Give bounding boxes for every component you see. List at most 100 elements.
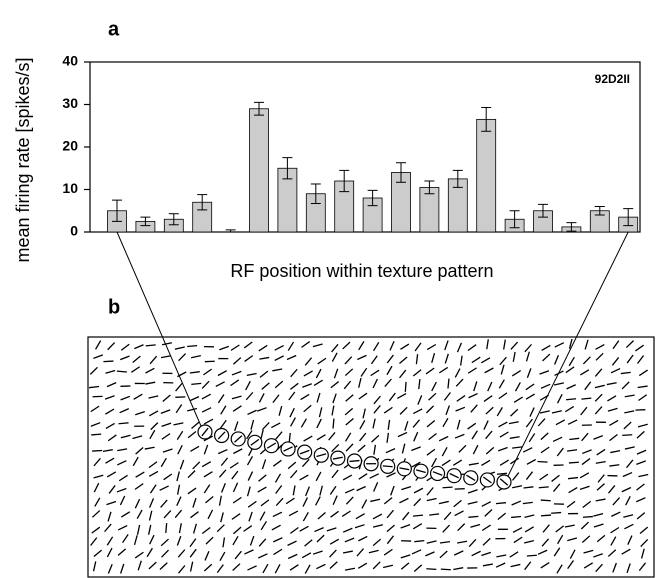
texture-element <box>120 355 130 361</box>
texture-element <box>134 344 144 350</box>
texture-element <box>526 554 537 557</box>
texture-element <box>485 446 495 455</box>
y-tick-label: 10 <box>62 180 78 196</box>
texture-element <box>105 457 115 464</box>
texture-element <box>272 511 283 518</box>
texture-element <box>133 535 138 546</box>
texture-element <box>247 500 257 508</box>
texture-element <box>285 497 295 505</box>
texture-element <box>160 499 168 508</box>
texture-element <box>135 471 145 478</box>
texture-element <box>119 495 126 506</box>
texture-element <box>290 417 296 427</box>
texture-element <box>149 534 155 545</box>
texture-element <box>134 498 141 509</box>
texture-element <box>203 444 209 455</box>
texture-element <box>498 379 505 389</box>
texture-element <box>231 513 241 520</box>
texture-element <box>510 341 519 350</box>
texture-element <box>499 459 509 466</box>
texture-element <box>413 431 419 442</box>
texture-element <box>315 496 321 506</box>
texture-element <box>360 367 368 377</box>
texture-element <box>362 408 366 419</box>
texture-element <box>174 509 183 519</box>
texture-element <box>556 564 563 574</box>
texture-element <box>179 459 185 470</box>
texture-element <box>165 522 168 534</box>
texture-element <box>145 344 156 347</box>
texture-element <box>246 430 253 440</box>
texture-element <box>246 456 254 466</box>
texture-element <box>302 497 308 507</box>
texture-element <box>567 419 578 425</box>
texture-element <box>400 554 411 559</box>
texture-element <box>342 341 351 350</box>
texture-element <box>258 553 268 559</box>
texture-element <box>637 385 648 389</box>
texture-element <box>220 483 226 493</box>
texture-element <box>595 343 605 350</box>
texture-element <box>456 419 461 430</box>
texture-element <box>301 552 312 559</box>
texture-element <box>386 472 396 478</box>
texture-element <box>232 482 239 493</box>
texture-element <box>582 356 591 365</box>
texture-element <box>510 563 521 568</box>
texture-element <box>274 344 284 351</box>
texture-element <box>442 524 451 533</box>
texture-element <box>495 502 507 505</box>
texture-element <box>607 549 617 557</box>
texture-element <box>594 393 603 402</box>
texture-element <box>222 537 226 548</box>
texture-element <box>426 343 437 351</box>
texture-element <box>596 483 605 491</box>
texture-element <box>625 495 631 506</box>
texture-element <box>384 378 392 387</box>
texture-element <box>444 353 449 364</box>
texture-element <box>316 392 321 403</box>
texture-element <box>452 459 463 466</box>
texture-element <box>93 482 100 493</box>
texture-element <box>539 370 550 375</box>
texture-element <box>372 561 381 570</box>
texture-element <box>192 497 197 508</box>
texture-element <box>481 501 492 507</box>
texture-element <box>232 357 242 365</box>
texture <box>88 338 649 574</box>
texture-element <box>553 355 560 365</box>
texture-element <box>304 539 313 547</box>
texture-element <box>369 473 379 479</box>
texture-element <box>579 485 590 491</box>
error-bar <box>112 199 122 222</box>
texture-element <box>93 457 101 467</box>
texture-element <box>274 355 284 362</box>
texture-element <box>557 534 564 545</box>
error-bar <box>140 216 151 227</box>
texture-element <box>412 419 421 428</box>
texture-element <box>258 538 267 547</box>
texture-element <box>358 392 368 400</box>
texture-element <box>345 418 354 426</box>
texture-element <box>498 392 508 400</box>
error-bar <box>481 106 492 132</box>
texture-element <box>471 356 481 364</box>
texture-element <box>565 398 577 401</box>
texture-element <box>161 433 171 440</box>
texture-element <box>607 485 616 494</box>
texture-element <box>438 366 449 374</box>
texture-element <box>201 461 212 468</box>
texture-element <box>233 448 243 455</box>
texture-element <box>272 459 282 467</box>
panel-label: b <box>108 296 120 318</box>
texture-element <box>316 563 326 570</box>
texture-element <box>607 407 618 412</box>
texture-element <box>385 448 396 454</box>
texture-element <box>496 472 508 475</box>
texture-element <box>261 459 267 470</box>
texture-element <box>389 340 395 351</box>
texture-element <box>626 459 634 469</box>
texture-element <box>207 509 214 520</box>
texture-element <box>473 381 478 392</box>
texture-element <box>551 474 560 482</box>
